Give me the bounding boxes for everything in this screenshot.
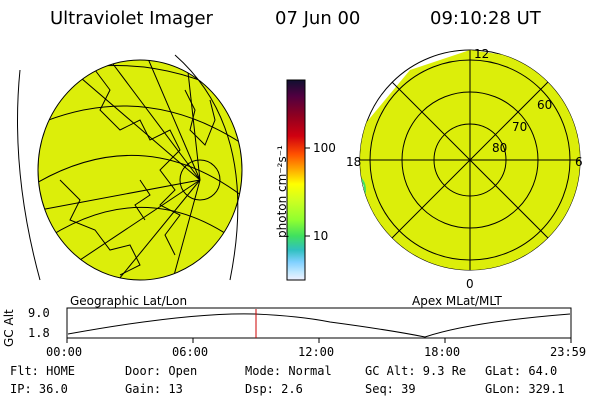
altitude-ytick-9: 9.0 [28, 306, 50, 320]
status-mode: Mode: Normal [245, 364, 332, 378]
date: 07 Jun 00 [275, 8, 361, 29]
altitude-xtick-1200: 12:00 [298, 345, 335, 359]
geo-limb-left [17, 69, 41, 281]
status-dsp: Dsp: 2.6 [245, 382, 303, 396]
polar-cusp-feature [360, 175, 366, 205]
altitude-ytick-1-8: 1.8 [28, 326, 50, 340]
time: 09:10:28 UT [430, 8, 541, 29]
altitude-xtick-0000: 00:00 [46, 345, 83, 359]
status-flt: Flt: HOME [10, 364, 76, 378]
mlt-label-18: 18 [346, 155, 362, 169]
mlt-label-12: 12 [474, 47, 490, 61]
status-ip: IP: 36.0 [10, 382, 68, 396]
polar-plot [359, 49, 581, 271]
colorbar-tick-label-10: 10 [313, 229, 329, 243]
polar-grid [360, 50, 580, 270]
altitude-axis-title: GC Alt [2, 309, 16, 347]
status-gain: Gain: 13 [125, 382, 183, 396]
colorbar [286, 79, 310, 281]
lat-label-60: 60 [537, 98, 553, 112]
geo-limb-right [174, 54, 239, 281]
geo-globe [17, 54, 243, 281]
colorbar-unit-label: photon cm⁻²s⁻¹ [275, 145, 289, 238]
polar-panel-label: Apex MLat/MLT [412, 294, 502, 308]
lat-label-80: 80 [492, 141, 508, 155]
mlt-label-6: 6 [575, 155, 583, 169]
geo-panel-label: Geographic Lat/Lon [70, 294, 188, 308]
altitude-xtick-1800: 18:00 [424, 345, 461, 359]
altitude-curve [67, 313, 571, 338]
status-glat: GLat: 64.0 [485, 364, 558, 378]
status-door: Door: Open [125, 364, 198, 378]
status-glon: GLon: 329.1 [485, 382, 565, 396]
altitude-xtick-2359: 23:59 [550, 345, 587, 359]
geo-outline [37, 59, 243, 281]
title: Ultraviolet Imager [50, 8, 213, 29]
colorbar-tick-label-100: 100 [313, 141, 336, 155]
altitude-frame [66, 307, 572, 339]
lat-label-70: 70 [512, 120, 528, 134]
colorbar-gradient [286, 79, 306, 281]
mlt-label-0: 0 [466, 277, 474, 291]
altitude-xtick-0600: 06:00 [172, 345, 209, 359]
altitude-plot [66, 307, 572, 343]
geo-emission-fill [38, 60, 242, 280]
status-seq: Seq: 39 [365, 382, 416, 396]
status-gc-alt: GC Alt: 9.3 Re [365, 364, 467, 378]
